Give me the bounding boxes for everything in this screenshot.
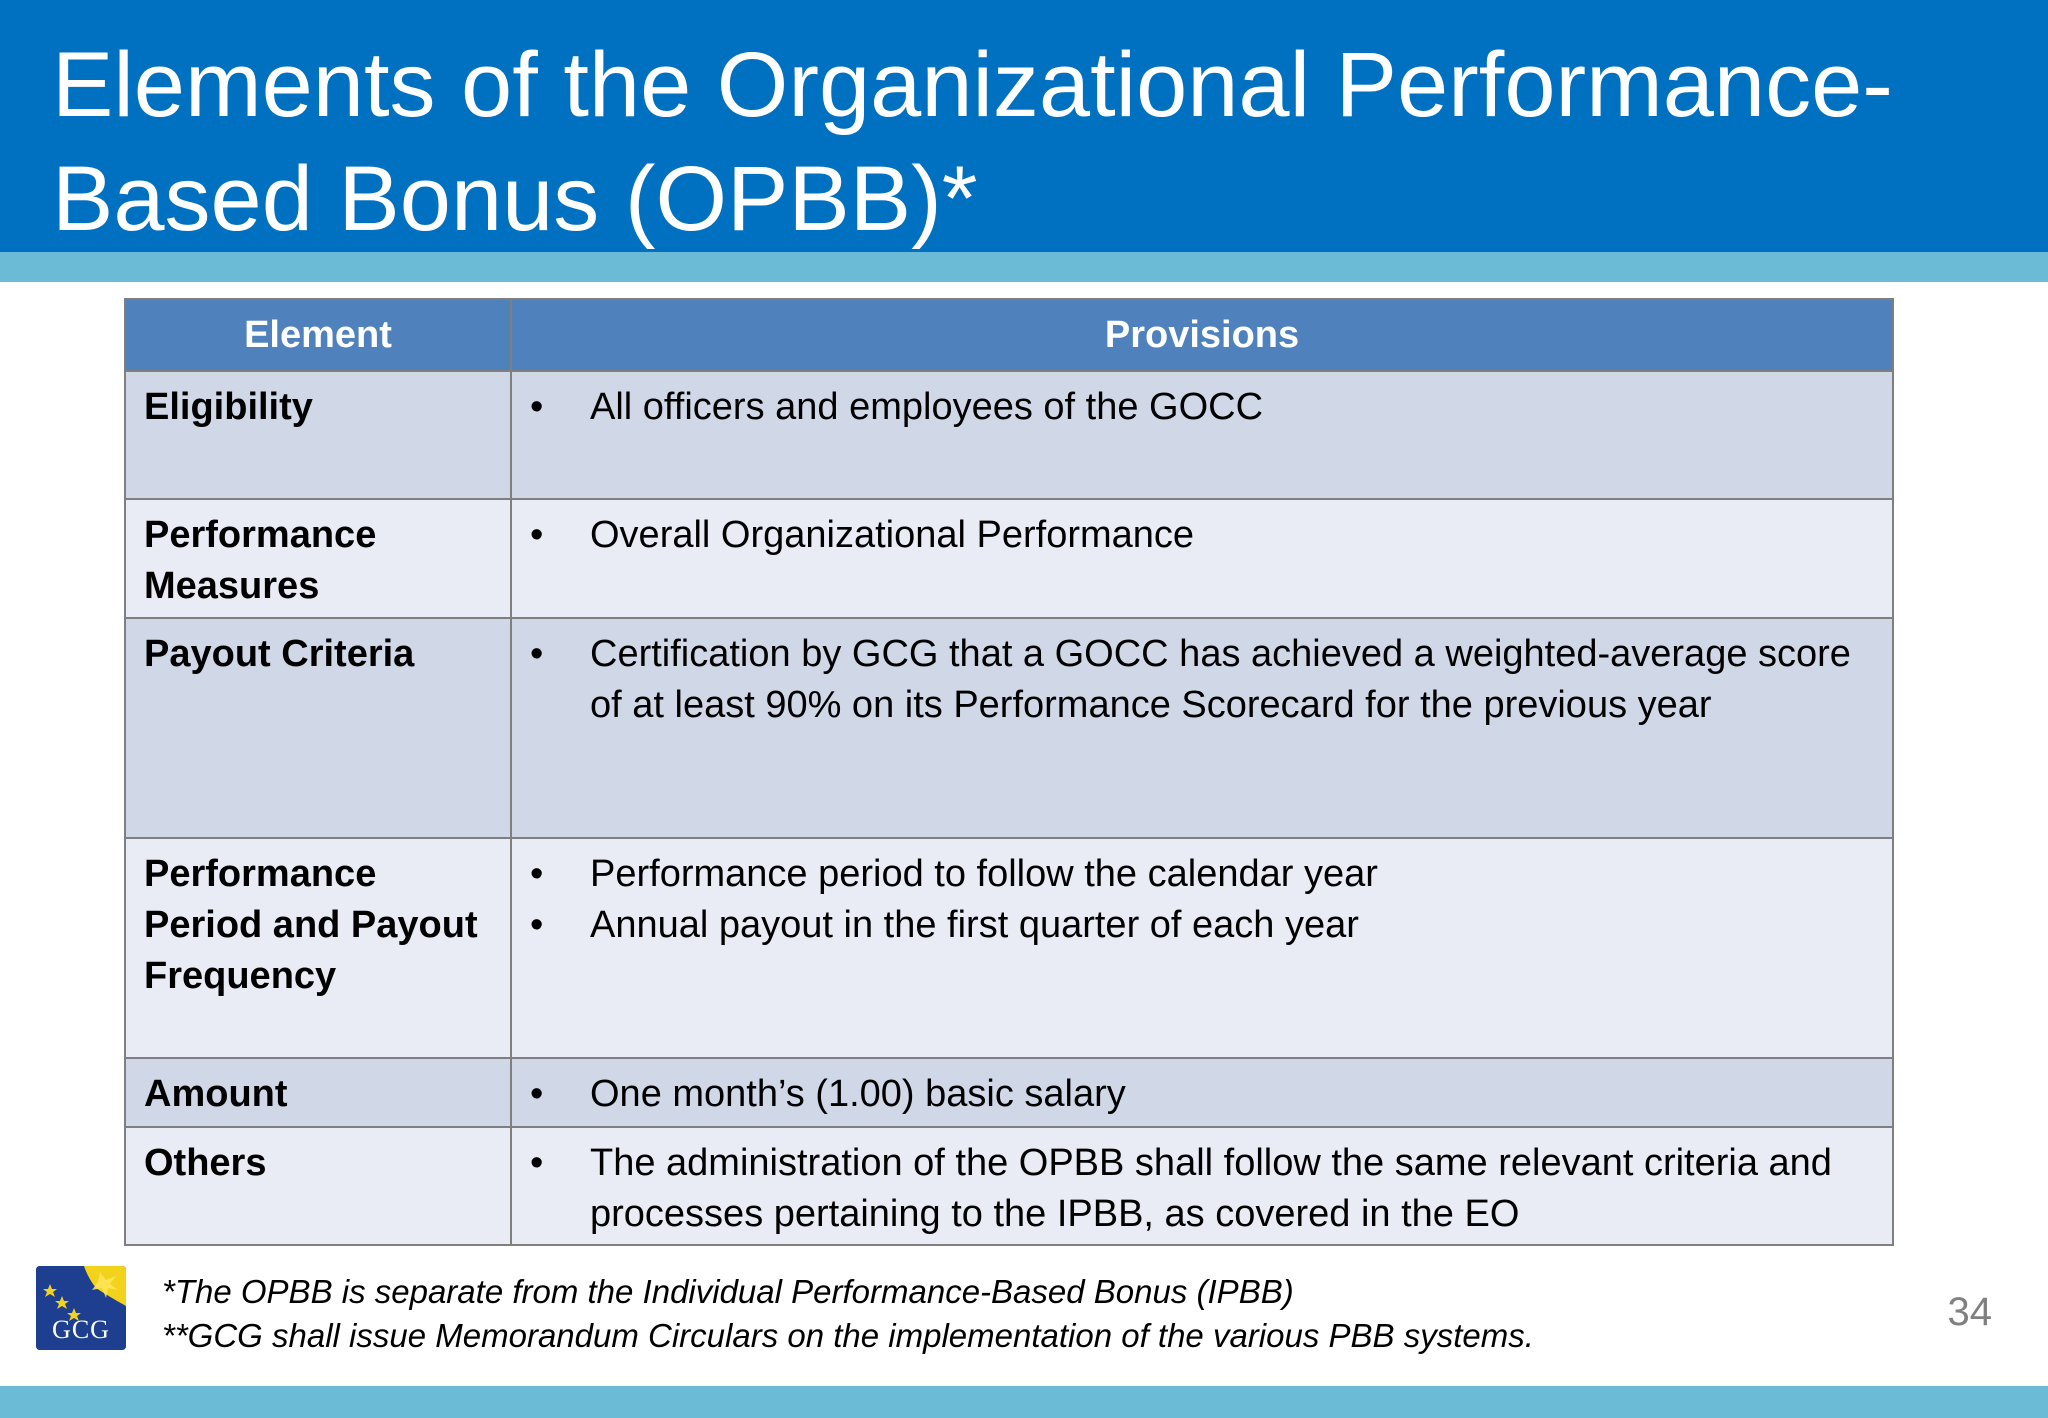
bullet-icon: •	[530, 633, 544, 675]
table-row: Amount • One month’s (1.00) basic salary	[124, 1057, 1894, 1128]
bullet-icon: •	[530, 1142, 544, 1184]
page-number: 34	[1947, 1290, 1993, 1334]
footnotes: *The OPBB is separate from the Individua…	[162, 1270, 1862, 1358]
provision-item: • The administration of the OPBB shall fo…	[530, 1138, 1874, 1240]
table-row: Performance Period and Payout Frequency …	[124, 837, 1894, 1059]
provisions-list: • Performance period to follow the calend…	[530, 849, 1874, 951]
provision-item: • Overall Organizational Performance	[530, 510, 1874, 561]
provisions-list: • Certification by GCG that a GOCC has ac…	[530, 629, 1874, 731]
element-cell: Others	[124, 1126, 512, 1246]
bullet-icon: •	[530, 514, 544, 556]
title-accent-stripe	[0, 252, 2048, 282]
element-cell: Performance Period and Payout Frequency	[124, 837, 512, 1059]
provision-item: • Certification by GCG that a GOCC has ac…	[530, 629, 1874, 731]
logo-text: GCG	[52, 1315, 110, 1344]
provisions-list: • All officers and employees of the GOCC	[530, 382, 1874, 433]
provisions-cell: • Certification by GCG that a GOCC has ac…	[510, 617, 1894, 839]
provision-item: • One month’s (1.00) basic salary	[530, 1069, 1874, 1120]
provisions-cell: • The administration of the OPBB shall fo…	[510, 1126, 1894, 1246]
provisions-list: • The administration of the OPBB shall fo…	[530, 1138, 1874, 1240]
provision-item: • Annual payout in the first quarter of e…	[530, 900, 1874, 951]
element-cell: Eligibility	[124, 370, 512, 500]
provision-text: All officers and employees of the GOCC	[590, 386, 1264, 428]
provisions-cell: • One month’s (1.00) basic salary	[510, 1057, 1894, 1128]
table-row: Performance Measures • Overall Organizati…	[124, 498, 1894, 619]
provision-text: One month’s (1.00) basic salary	[590, 1073, 1126, 1115]
table-row: Payout Criteria • Certification by GCG th…	[124, 617, 1894, 839]
provision-item: • All officers and employees of the GOCC	[530, 382, 1874, 433]
column-header-provisions: Provisions	[510, 298, 1894, 372]
table-row: Others • The administration of the OPBB s…	[124, 1126, 1894, 1246]
opbb-elements-table-container: Element Provisions Eligibility • All offi…	[124, 298, 1894, 1246]
provisions-list: • Overall Organizational Performance	[530, 510, 1874, 561]
provision-text: Overall Organizational Performance	[590, 514, 1195, 556]
provision-text: Annual payout in the first quarter of ea…	[590, 904, 1359, 946]
element-cell: Performance Measures	[124, 498, 512, 619]
provisions-cell: • All officers and employees of the GOCC	[510, 370, 1894, 500]
provision-text: Performance period to follow the calenda…	[590, 853, 1378, 895]
bottom-accent-stripe	[0, 1386, 2048, 1418]
provision-text: The administration of the OPBB shall fol…	[590, 1142, 1832, 1235]
column-header-element: Element	[124, 298, 512, 372]
gcg-seal-icon	[36, 1266, 126, 1350]
slide-title: Elements of the Organizational Performan…	[52, 34, 1893, 250]
provisions-cell: • Overall Organizational Performance	[510, 498, 1894, 619]
bullet-icon: •	[530, 904, 544, 946]
provision-text: Certification by GCG that a GOCC has ach…	[590, 633, 1851, 726]
bullet-icon: •	[530, 1073, 544, 1115]
bullet-icon: •	[530, 853, 544, 895]
provisions-list: • One month’s (1.00) basic salary	[530, 1069, 1874, 1120]
element-cell: Amount	[124, 1057, 512, 1128]
provisions-cell: • Performance period to follow the calend…	[510, 837, 1894, 1059]
title-bar	[0, 0, 2048, 252]
footnote: *The OPBB is separate from the Individua…	[162, 1273, 1294, 1310]
table-row: Eligibility • All officers and employees …	[124, 370, 1894, 500]
bullet-icon: •	[530, 386, 544, 428]
gcg-logo: GCG	[36, 1266, 126, 1350]
table-header-row: Element Provisions	[124, 298, 1894, 372]
footnote: **GCG shall issue Memorandum Circulars o…	[162, 1317, 1534, 1354]
provision-item: • Performance period to follow the calend…	[530, 849, 1874, 900]
opbb-elements-table: Element Provisions Eligibility • All offi…	[124, 298, 1894, 1246]
element-cell: Payout Criteria	[124, 617, 512, 839]
